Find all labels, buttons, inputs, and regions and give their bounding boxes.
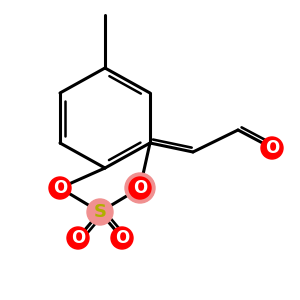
Circle shape	[261, 137, 283, 159]
Circle shape	[49, 177, 71, 199]
Text: O: O	[53, 179, 67, 197]
Text: O: O	[115, 229, 129, 247]
Circle shape	[129, 177, 151, 199]
Text: S: S	[94, 203, 106, 221]
Circle shape	[67, 227, 89, 249]
Text: O: O	[265, 139, 279, 157]
Circle shape	[111, 227, 133, 249]
Circle shape	[87, 199, 113, 225]
Text: O: O	[133, 179, 147, 197]
Text: O: O	[71, 229, 85, 247]
Circle shape	[125, 173, 155, 203]
